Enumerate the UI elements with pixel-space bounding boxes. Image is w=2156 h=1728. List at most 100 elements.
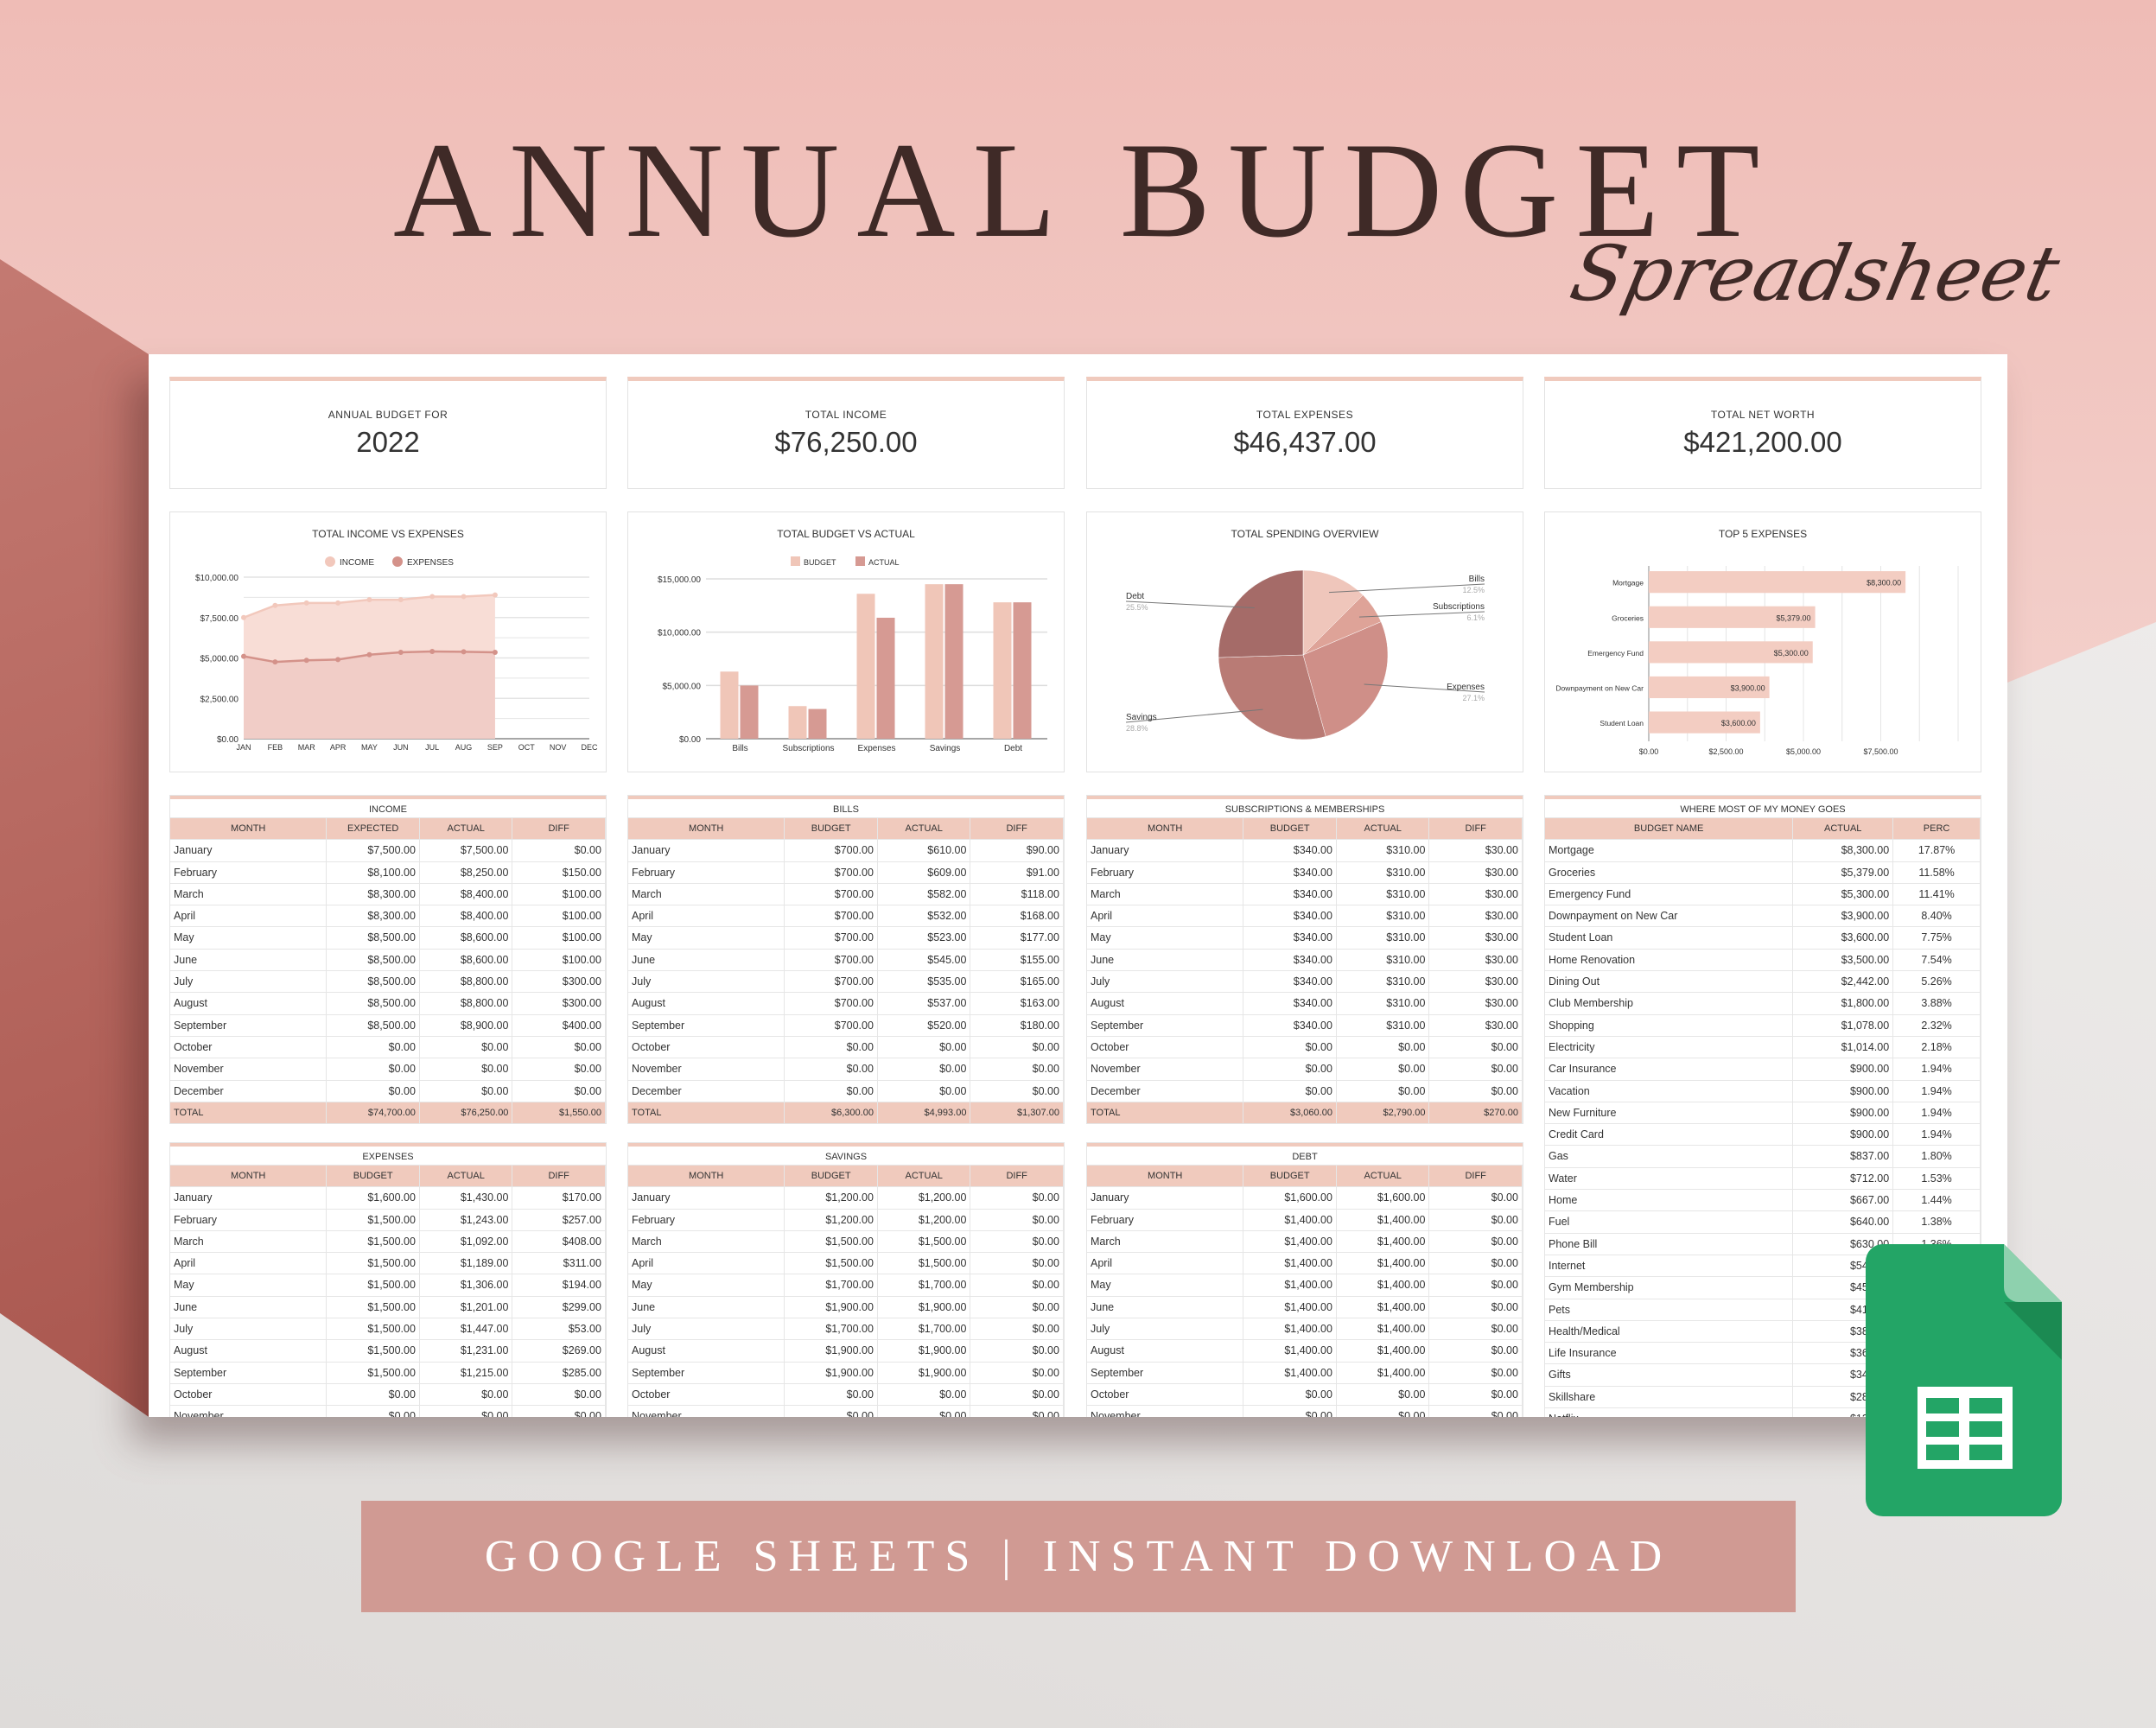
table-cell[interactable]: $0.00: [1429, 1318, 1523, 1340]
table-cell[interactable]: $0.00: [785, 1036, 878, 1058]
table-cell[interactable]: $311.00: [512, 1253, 606, 1274]
table-cell[interactable]: $8,100.00: [327, 861, 420, 883]
table-cell[interactable]: Gifts: [1545, 1364, 1794, 1386]
table-cell[interactable]: November: [1087, 1058, 1244, 1080]
table-cell[interactable]: $163.00: [970, 993, 1064, 1014]
table-cell[interactable]: $1,400.00: [1337, 1274, 1430, 1296]
table-cell[interactable]: $0.00: [970, 1383, 1064, 1406]
table-cell[interactable]: $340.00: [1243, 840, 1337, 861]
table-cell[interactable]: $700.00: [785, 840, 878, 861]
table-cell[interactable]: $1,900.00: [878, 1340, 971, 1362]
table-cell[interactable]: $2,442.00: [1793, 971, 1894, 993]
table-cell[interactable]: February: [170, 861, 328, 883]
table-cell[interactable]: $0.00: [970, 1340, 1064, 1362]
table-cell[interactable]: $1,200.00: [878, 1187, 971, 1209]
table-cell[interactable]: $180.00: [970, 1014, 1064, 1036]
table-cell[interactable]: $700.00: [785, 1014, 878, 1036]
table-cell[interactable]: $610.00: [878, 840, 971, 861]
table-cell[interactable]: 1.94%: [1893, 1102, 1981, 1124]
table-cell[interactable]: $900.00: [1793, 1080, 1894, 1102]
table-cell[interactable]: $1,600.00: [327, 1187, 420, 1209]
table-cell[interactable]: $900.00: [1793, 1124, 1894, 1146]
table-cell[interactable]: $310.00: [1337, 927, 1430, 949]
table-cell[interactable]: $1,500.00: [785, 1253, 878, 1274]
table-cell[interactable]: $300.00: [512, 971, 606, 993]
table-cell[interactable]: $0.00: [1243, 1383, 1337, 1406]
table-cell[interactable]: $1,200.00: [785, 1187, 878, 1209]
table-cell[interactable]: $165.00: [970, 971, 1064, 993]
table-cell[interactable]: $340.00: [1243, 971, 1337, 993]
table-cell[interactable]: 8.40%: [1893, 905, 1981, 927]
table-cell[interactable]: $1,400.00: [1337, 1318, 1430, 1340]
table-cell[interactable]: Car Insurance: [1545, 1058, 1794, 1080]
table-cell[interactable]: Gym Membership: [1545, 1277, 1794, 1299]
table-cell[interactable]: $8,500.00: [327, 971, 420, 993]
table-cell[interactable]: $1,306.00: [420, 1274, 513, 1296]
table-cell[interactable]: $8,400.00: [420, 883, 513, 905]
table-cell[interactable]: $0.00: [878, 1036, 971, 1058]
table-cell[interactable]: $1,800.00: [1793, 993, 1894, 1014]
table-cell[interactable]: January: [628, 1187, 785, 1209]
table-cell[interactable]: $1,200.00: [785, 1209, 878, 1230]
table-cell[interactable]: New Furniture: [1545, 1102, 1794, 1124]
table-cell[interactable]: 1.94%: [1893, 1080, 1981, 1102]
table-cell[interactable]: August: [170, 1340, 328, 1362]
table-cell[interactable]: December: [1087, 1080, 1244, 1102]
table-cell[interactable]: $0.00: [970, 1274, 1064, 1296]
table-cell[interactable]: October: [628, 1383, 785, 1406]
table-cell[interactable]: May: [170, 927, 328, 949]
table-cell[interactable]: August: [170, 993, 328, 1014]
table-cell[interactable]: $8,250.00: [420, 861, 513, 883]
table-cell[interactable]: May: [628, 1274, 785, 1296]
table-cell[interactable]: September: [170, 1362, 328, 1383]
table-cell[interactable]: April: [1087, 905, 1244, 927]
table-cell[interactable]: $523.00: [878, 927, 971, 949]
table-cell[interactable]: January: [170, 1187, 328, 1209]
table-cell[interactable]: February: [170, 1209, 328, 1230]
table-cell[interactable]: $3,900.00: [1793, 905, 1894, 927]
table-cell[interactable]: 1.94%: [1893, 1058, 1981, 1080]
table-cell[interactable]: $1,400.00: [1243, 1253, 1337, 1274]
table-cell[interactable]: April: [628, 905, 785, 927]
table-cell[interactable]: $0.00: [512, 840, 606, 861]
table-cell[interactable]: $1,500.00: [327, 1318, 420, 1340]
table-cell[interactable]: April: [170, 1253, 328, 1274]
table-cell[interactable]: April: [170, 905, 328, 927]
table-cell[interactable]: $0.00: [970, 1058, 1064, 1080]
table-cell[interactable]: $1,900.00: [785, 1340, 878, 1362]
table-cell[interactable]: Skillshare: [1545, 1386, 1794, 1408]
table-cell[interactable]: $8,500.00: [327, 927, 420, 949]
table-cell[interactable]: $0.00: [512, 1058, 606, 1080]
table-cell[interactable]: 1.38%: [1893, 1211, 1981, 1233]
table-cell[interactable]: $532.00: [878, 905, 971, 927]
table-cell[interactable]: $1,400.00: [1243, 1318, 1337, 1340]
table-cell[interactable]: $299.00: [512, 1296, 606, 1318]
table-cell[interactable]: $837.00: [1793, 1146, 1894, 1167]
table-cell[interactable]: Gas: [1545, 1146, 1794, 1167]
table-cell[interactable]: December: [628, 1080, 785, 1102]
table-cell[interactable]: $0.00: [785, 1383, 878, 1406]
table-cell[interactable]: August: [628, 993, 785, 1014]
table-cell[interactable]: $1,447.00: [420, 1318, 513, 1340]
table-cell[interactable]: $300.00: [512, 993, 606, 1014]
table-cell[interactable]: $7,500.00: [420, 840, 513, 861]
table-cell[interactable]: $1,900.00: [878, 1296, 971, 1318]
table-cell[interactable]: $0.00: [878, 1406, 971, 1417]
table-cell[interactable]: October: [1087, 1383, 1244, 1406]
table-cell[interactable]: $269.00: [512, 1340, 606, 1362]
table-cell[interactable]: $285.00: [512, 1362, 606, 1383]
table-cell[interactable]: $582.00: [878, 883, 971, 905]
table-cell[interactable]: $168.00: [970, 905, 1064, 927]
table-cell[interactable]: Emergency Fund: [1545, 883, 1794, 905]
table-cell[interactable]: $0.00: [1429, 1080, 1523, 1102]
table-cell[interactable]: $1,500.00: [327, 1274, 420, 1296]
table-cell[interactable]: $1,500.00: [327, 1209, 420, 1230]
table-cell[interactable]: $310.00: [1337, 861, 1430, 883]
table-cell[interactable]: $30.00: [1429, 840, 1523, 861]
table-cell[interactable]: October: [628, 1036, 785, 1058]
table-cell[interactable]: $0.00: [512, 1080, 606, 1102]
table-cell[interactable]: $8,800.00: [420, 993, 513, 1014]
table-cell[interactable]: $609.00: [878, 861, 971, 883]
table-cell[interactable]: $1,400.00: [1337, 1230, 1430, 1253]
table-cell[interactable]: $1,500.00: [878, 1253, 971, 1274]
